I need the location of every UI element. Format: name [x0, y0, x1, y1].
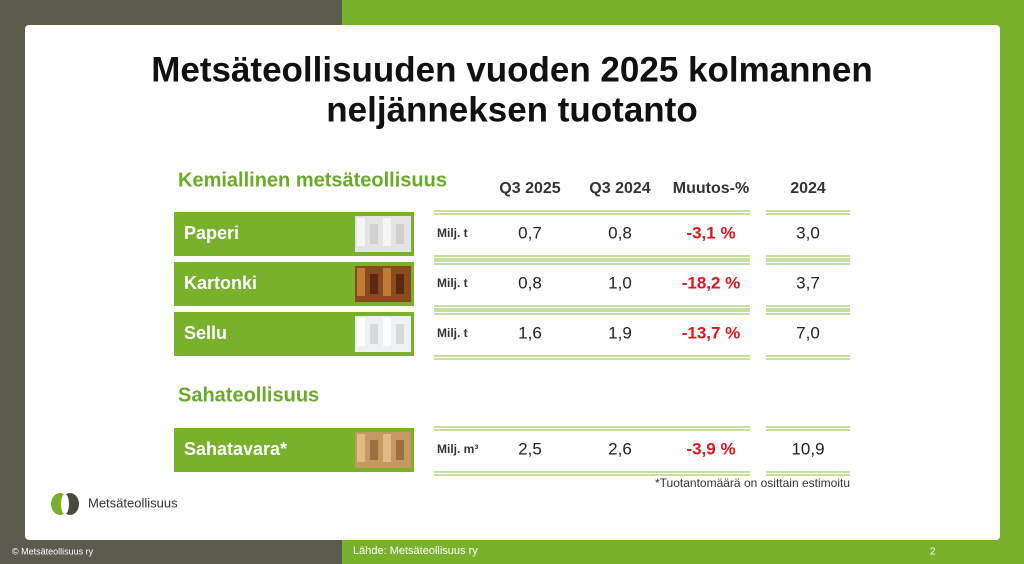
unit: Milj. t: [437, 226, 468, 240]
row-label: Sahatavara*: [184, 439, 287, 459]
row-image-detail: [383, 218, 391, 246]
column-header: Muutos-%: [673, 180, 749, 197]
row-image-detail: [357, 218, 365, 246]
cell: 2,5: [518, 439, 542, 458]
cell: 0,8: [518, 273, 542, 292]
cell: 7,0: [796, 323, 820, 342]
unit: Milj. t: [437, 276, 468, 290]
cell: -18,2 %: [682, 273, 741, 292]
cell: 1,9: [608, 323, 632, 342]
source: Lähde: Metsäteollisuus ry: [353, 545, 478, 557]
cell: 1,0: [608, 273, 632, 292]
logo-text: Metsäteollisuus: [88, 495, 178, 510]
unit: Milj. m³: [437, 442, 478, 456]
row-image-detail: [383, 434, 391, 462]
row-image-detail: [396, 274, 404, 294]
row-image-detail: [370, 440, 378, 460]
column-header: Q3 2025: [499, 180, 560, 197]
footnote: *Tuotantomäärä on osittain estimoitu: [655, 476, 850, 490]
row-image-detail: [396, 224, 404, 244]
row-image-detail: [357, 318, 365, 346]
column-header: 2024: [790, 180, 826, 197]
row-image-detail: [396, 324, 404, 344]
section-title: Sahateollisuus: [178, 384, 319, 406]
title: neljänneksen tuotanto: [326, 90, 697, 129]
cell: 3,7: [796, 273, 820, 292]
cell: 1,6: [518, 323, 542, 342]
page-number: 2: [930, 547, 936, 558]
cell: 0,7: [518, 223, 542, 242]
row-image-detail: [357, 268, 365, 296]
row-image-detail: [370, 324, 378, 344]
row-image-detail: [370, 274, 378, 294]
row-label: Paperi: [184, 223, 239, 243]
cell: -3,9 %: [686, 439, 735, 458]
cell: 10,9: [791, 439, 824, 458]
section-title: Kemiallinen metsäteollisuus: [178, 169, 447, 191]
row-label: Sellu: [184, 323, 227, 343]
row-label: Kartonki: [184, 273, 257, 293]
cell: 2,6: [608, 439, 632, 458]
column-header: Q3 2024: [589, 180, 650, 197]
title: Metsäteollisuuden vuoden 2025 kolmannen: [151, 50, 873, 89]
cell: -13,7 %: [682, 323, 741, 342]
cell: 0,8: [608, 223, 632, 242]
cell: 3,0: [796, 223, 820, 242]
row-image-detail: [370, 224, 378, 244]
row-image-detail: [383, 268, 391, 296]
cell: -3,1 %: [686, 223, 735, 242]
copyright: © Metsäteollisuus ry: [12, 546, 94, 556]
row-image-detail: [357, 434, 365, 462]
unit: Milj. t: [437, 326, 468, 340]
card: [25, 25, 1000, 540]
row-image-detail: [396, 440, 404, 460]
row-image-detail: [383, 318, 391, 346]
logo-icon: [51, 493, 79, 515]
